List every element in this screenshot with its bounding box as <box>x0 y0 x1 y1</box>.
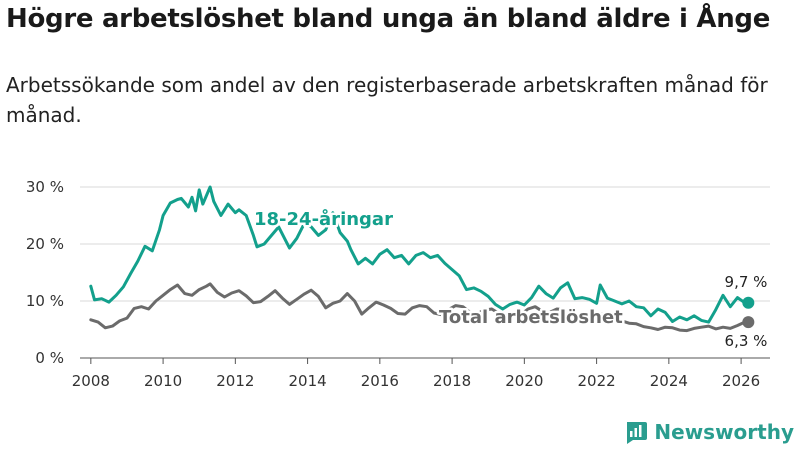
y-tick-label: 10 % <box>26 292 64 310</box>
x-tick-label: 2012 <box>216 372 254 390</box>
end-value-label-18-24: 9,7 % <box>725 273 768 291</box>
x-tick-label: 2010 <box>144 372 182 390</box>
chart-subtitle: Arbetssökande som andel av den registerb… <box>6 73 768 127</box>
newsworthy-icon <box>627 422 648 444</box>
end-value-label-total: 6,3 % <box>725 332 768 350</box>
grid <box>80 186 770 359</box>
series-line-total <box>89 282 750 333</box>
y-tick-label: 20 % <box>26 235 64 253</box>
x-tick-label: 2022 <box>578 372 616 390</box>
labels-group: 18-24-åringar Total arbetslöshet 9,7 % 6,3 … <box>252 206 768 351</box>
series-label-18-24: 18-24-åringar <box>254 208 393 230</box>
axes: 0 % 10 % 20 % 30 % 2008 2010 2012 2014 2016 2018 2… <box>26 178 760 390</box>
end-point-total <box>742 316 755 329</box>
y-tick-label: 0 % <box>35 349 64 367</box>
x-tick-label: 2018 <box>433 372 471 390</box>
brand-logo: Newsworthy <box>624 420 794 444</box>
brand-name: Newsworthy <box>654 420 794 444</box>
chart-title: Högre arbetslöshet bland unga än bland ä… <box>6 4 771 34</box>
end-point-18-24 <box>742 296 755 309</box>
series-label-total: Total arbetslöshet <box>439 307 623 328</box>
x-tick-label: 2014 <box>288 372 326 390</box>
x-tick-label: 2024 <box>650 372 688 390</box>
x-tick-label: 2020 <box>505 372 543 390</box>
x-tick-label: 2026 <box>722 372 760 390</box>
x-tick-label: 2008 <box>72 372 110 390</box>
series-line-18-24 <box>89 185 750 324</box>
series-group <box>89 185 755 333</box>
y-tick-label: 30 % <box>26 178 64 196</box>
x-tick-label: 2016 <box>361 372 399 390</box>
